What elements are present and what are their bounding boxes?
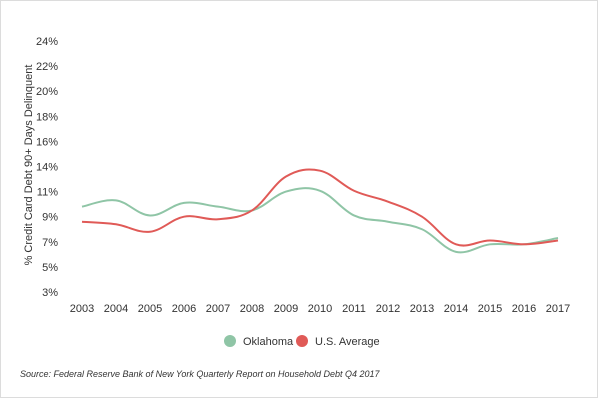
legend: Oklahoma U.S. Average — [224, 335, 380, 348]
legend-swatch — [296, 335, 308, 347]
y-tick-label: 7% — [42, 237, 58, 249]
series-lines — [81, 168, 559, 254]
x-tick-label: 2010 — [308, 303, 332, 315]
source-note: Source: Federal Reserve Bank of New York… — [20, 369, 380, 379]
x-tick-label: 2004 — [104, 303, 128, 315]
y-tick-label: 16% — [36, 136, 58, 148]
series-line-oklahoma — [81, 187, 559, 254]
legend-label: U.S. Average — [315, 336, 380, 348]
y-tick-label: 22% — [36, 61, 58, 73]
y-axis-label: % Credit Card Debt 90+ Days Delinquent — [23, 65, 35, 266]
legend-label: Oklahoma — [243, 336, 294, 348]
series-line-u-s-average — [81, 168, 559, 247]
x-tick-label: 2015 — [478, 303, 502, 315]
x-tick-label: 2012 — [376, 303, 400, 315]
x-tick-label: 2013 — [410, 303, 434, 315]
x-tick-label: 2011 — [342, 303, 366, 315]
x-tick-label: 2017 — [546, 303, 570, 315]
y-tick-label: 5% — [42, 262, 58, 274]
y-tick-label: 20% — [36, 86, 58, 98]
x-tick-label: 2006 — [172, 303, 196, 315]
y-tick-label: 9% — [42, 212, 58, 224]
y-tick-label: 18% — [36, 111, 58, 123]
x-tick-label: 2014 — [444, 303, 468, 315]
x-tick-label: 2008 — [240, 303, 264, 315]
y-tick-label: 3% — [42, 287, 58, 299]
x-tick-label: 2005 — [138, 303, 162, 315]
x-axis-ticks: 2003 2004 2005 2006 2007 2008 2009 2010 2011 2012… — [70, 303, 570, 315]
y-tick-label: 14% — [36, 162, 58, 174]
y-tick-label: 24% — [36, 36, 58, 48]
x-tick-label: 2007 — [206, 303, 230, 315]
legend-swatch — [224, 335, 236, 347]
x-tick-label: 2003 — [70, 303, 94, 315]
x-tick-label: 2016 — [512, 303, 536, 315]
y-axis-ticks: 3% 5% 7% 9% 11% 14% 16% 18% 20% 22% 24% — [36, 36, 58, 299]
x-tick-label: 2009 — [274, 303, 298, 315]
y-tick-label: 11% — [37, 187, 58, 199]
